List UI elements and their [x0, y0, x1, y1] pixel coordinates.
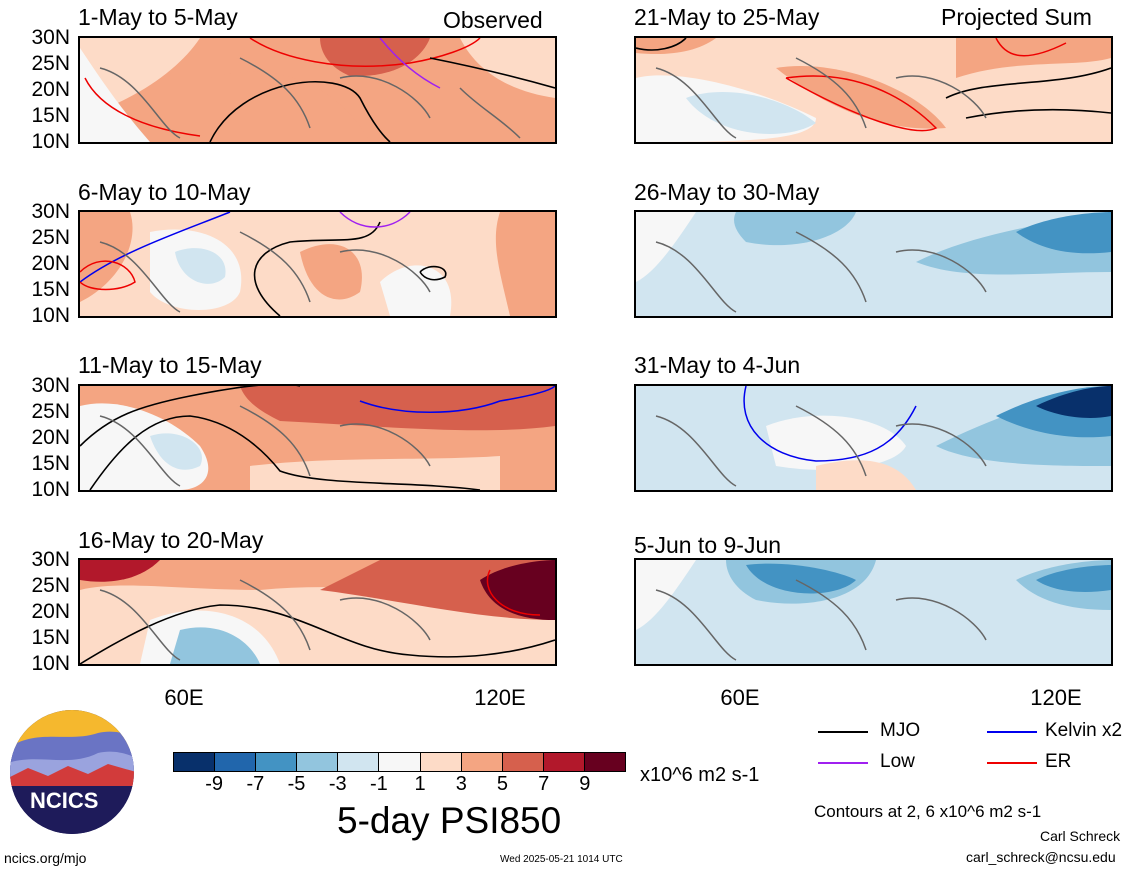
author-name: Carl Schreck: [1040, 828, 1121, 844]
mjo-legend-label: MJO: [880, 720, 921, 741]
colorbar-tick-label: 1: [414, 773, 426, 795]
kelvin-legend-swatch: [987, 731, 1037, 733]
panel-title-left-3: 11-May to 15-May: [78, 352, 262, 378]
colorbar-swatch: [256, 753, 298, 771]
map-panel-left-1: [78, 36, 557, 144]
lat-label: 10N: [31, 304, 70, 327]
lat-label: 30N: [31, 26, 70, 49]
lat-label: 30N: [31, 200, 70, 223]
lat-label: 20N: [31, 252, 70, 275]
contours-note: Contours at 2, 6 x10^6 m2 s-1: [814, 802, 1042, 821]
lat-label: 25N: [31, 226, 70, 249]
lat-label: 25N: [31, 574, 70, 597]
map-panel-right-2: [634, 210, 1113, 318]
map-panel-left-3: [78, 384, 557, 492]
colorbar-swatch: [379, 753, 421, 771]
panel-title-left-4: 16-May to 20-May: [78, 527, 264, 553]
er-legend-label: ER: [1045, 751, 1072, 772]
lat-label: 15N: [31, 104, 70, 127]
lat-label: 15N: [31, 452, 70, 475]
panel-title-right-2: 26-May to 30-May: [634, 179, 820, 205]
lat-label: 25N: [31, 52, 70, 75]
panel-title-right-4: 5-Jun to 9-Jun: [634, 532, 782, 558]
colorbar-tick-label: 3: [455, 773, 467, 795]
colorbar: [173, 752, 626, 772]
panel-title-right-3: 31-May to 4-Jun: [634, 352, 801, 378]
colorbar-tick-label: -3: [328, 773, 347, 795]
colorbar-tick-label: -7: [246, 773, 265, 795]
lon-label: 60E: [164, 685, 204, 710]
lat-label: 20N: [31, 78, 70, 101]
colorbar-tick-label: 5: [496, 773, 509, 795]
colorbar-swatch: [338, 753, 380, 771]
colorbar-swatch: [420, 753, 462, 771]
colorbar-swatch: [543, 753, 585, 771]
lon-label: 120E: [474, 685, 526, 710]
lat-label: 10N: [31, 130, 70, 153]
kelvin-legend-label: Kelvin x2: [1045, 720, 1123, 741]
lat-label: 10N: [31, 478, 70, 501]
low-legend-swatch: [818, 762, 868, 764]
site-url: ncics.org/mjo: [4, 850, 87, 866]
lat-label: 20N: [31, 426, 70, 449]
map-panel-right-3: [634, 384, 1113, 492]
map-panel-left-2: [78, 210, 557, 318]
colorbar-swatch: [174, 753, 216, 771]
author-email: carl_schreck@ncsu.edu: [966, 849, 1116, 865]
colorbar-swatch: [584, 753, 626, 771]
ncics-logo: NCICS: [8, 708, 136, 836]
colorbar-tick-label: -5: [287, 773, 306, 795]
lat-label: 15N: [31, 626, 70, 649]
logo-text: NCICS: [30, 788, 99, 813]
panel-title-left-2: 6-May to 10-May: [78, 179, 251, 205]
lat-label: 30N: [31, 548, 70, 571]
colorbar-tick-label: -1: [370, 773, 388, 795]
lat-label: 20N: [31, 600, 70, 623]
colorbar-swatch: [461, 753, 503, 771]
mjo-legend-swatch: [818, 731, 868, 733]
colorbar-units: x10^6 m2 s-1: [640, 764, 760, 786]
low-legend-label: Low: [880, 751, 915, 772]
colorbar-tick-label: -9: [205, 773, 224, 795]
timestamp: Wed 2025-05-21 1014 UTC: [500, 854, 623, 865]
map-panel-left-4: [78, 558, 557, 666]
colorbar-swatch: [215, 753, 257, 771]
lon-label: 120E: [1030, 685, 1082, 710]
panel-title-left-1: 1-May to 5-May: [78, 4, 238, 30]
colorbar-tick-label: 9: [579, 773, 591, 795]
lat-label: 10N: [31, 652, 70, 675]
colorbar-swatch: [502, 753, 544, 771]
lat-label: 30N: [31, 374, 70, 397]
observed-label: Observed: [443, 7, 543, 33]
projected-sum-label: Projected Sum: [941, 4, 1092, 30]
lat-label: 25N: [31, 400, 70, 423]
colorbar-tick-label: 7: [538, 773, 550, 795]
lon-label: 60E: [720, 685, 760, 710]
main-title: 5-day PSI850: [337, 800, 562, 841]
lat-label: 15N: [31, 278, 70, 301]
map-panel-right-4: [634, 558, 1113, 666]
map-panel-right-1: [634, 36, 1113, 144]
er-legend-swatch: [987, 762, 1037, 764]
panel-title-right-1: 21-May to 25-May: [634, 4, 820, 30]
colorbar-swatch: [297, 753, 339, 771]
